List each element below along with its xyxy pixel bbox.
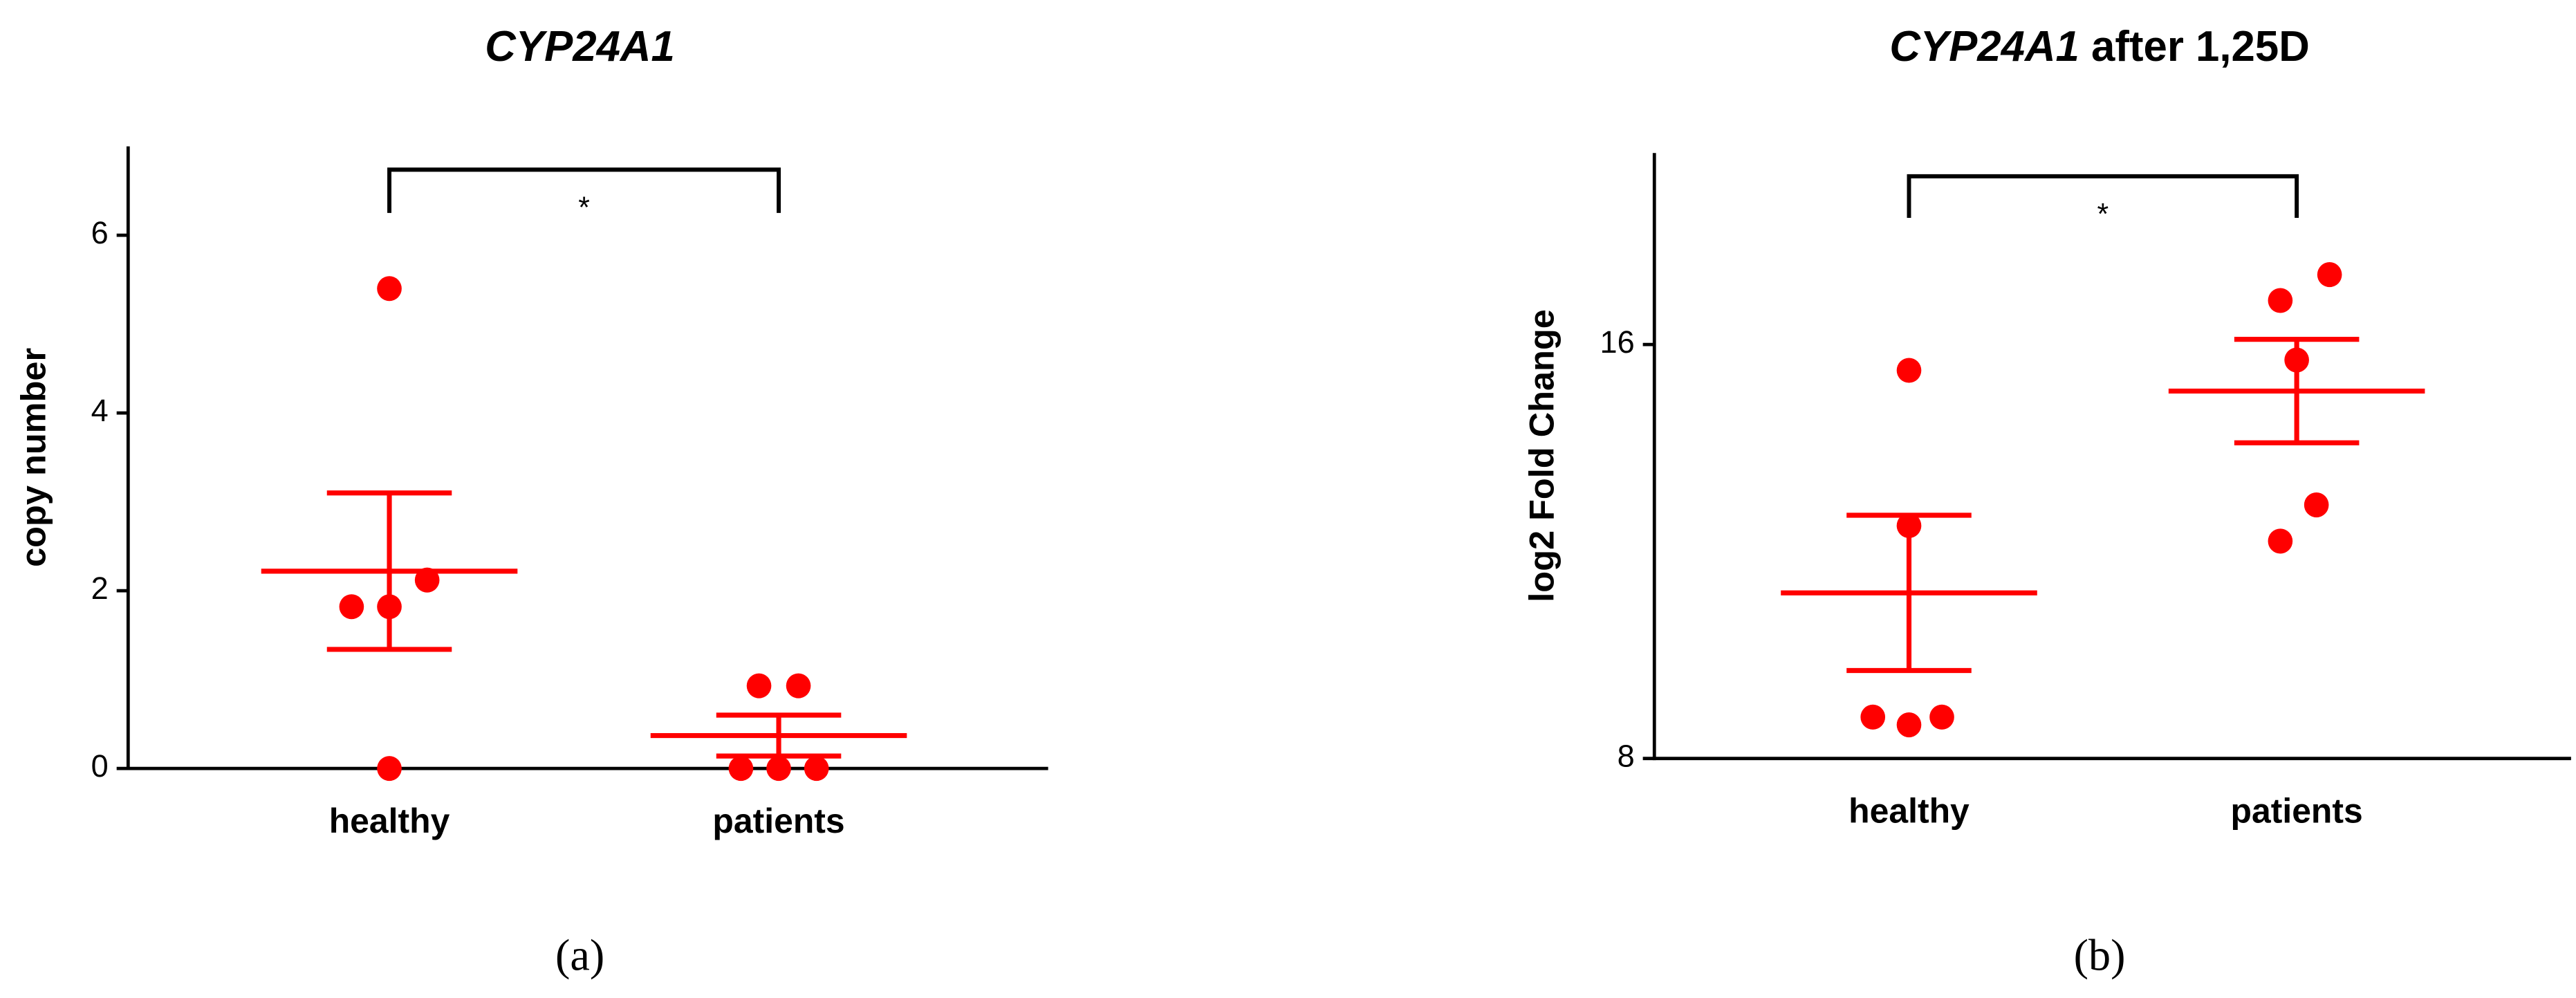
data-point (2268, 288, 2293, 313)
chart-title: CYP24A1 after 1,25D (1889, 23, 2309, 71)
x-tick-label: patients (2231, 791, 2363, 830)
y-tick-label: 16 (1600, 324, 1635, 360)
title-gene: CYP24A1 (485, 23, 675, 71)
y-axis-label: copy number (15, 348, 53, 567)
x-tick-label: patients (712, 802, 844, 840)
y-tick-label: 0 (91, 748, 109, 784)
data-point (339, 594, 364, 620)
data-point (1896, 712, 1922, 738)
data-point (786, 673, 811, 699)
y-tick-label: 2 (91, 571, 109, 606)
data-point (1860, 704, 1886, 730)
panel-label: (a) (555, 930, 604, 979)
data-point (746, 673, 772, 699)
data-point (2317, 262, 2342, 288)
data-point (1896, 358, 1922, 383)
x-tick-label: healthy (329, 802, 450, 840)
significance-bracket (1907, 174, 2299, 219)
panel-label: (b) (2074, 930, 2126, 979)
data-point (377, 756, 402, 782)
data-point (2304, 492, 2329, 518)
chart-title: CYP24A1 (485, 23, 675, 71)
data-point (728, 756, 754, 782)
title-gene: CYP24A1 (1889, 23, 2079, 71)
data-point (2284, 347, 2309, 373)
y-tick-label: 4 (91, 393, 109, 428)
title-suffix: after 1,25D (2091, 23, 2310, 71)
data-point (804, 756, 829, 782)
data-point (2268, 528, 2293, 554)
data-point (377, 594, 402, 620)
error-bar (326, 490, 452, 652)
data-point (1896, 512, 1922, 539)
y-tick-label: 6 (91, 215, 109, 250)
significance-marker: * (2097, 198, 2109, 231)
significance-bracket (387, 167, 781, 213)
significance-marker: * (578, 191, 590, 224)
y-tick-label: 8 (1618, 739, 1635, 774)
data-point (414, 567, 440, 593)
y-axis-label: log2 Fold Change (1523, 309, 1562, 602)
data-point (377, 276, 402, 302)
data-point (766, 756, 791, 782)
data-point (1929, 704, 1954, 730)
x-tick-label: healthy (1848, 791, 1970, 830)
